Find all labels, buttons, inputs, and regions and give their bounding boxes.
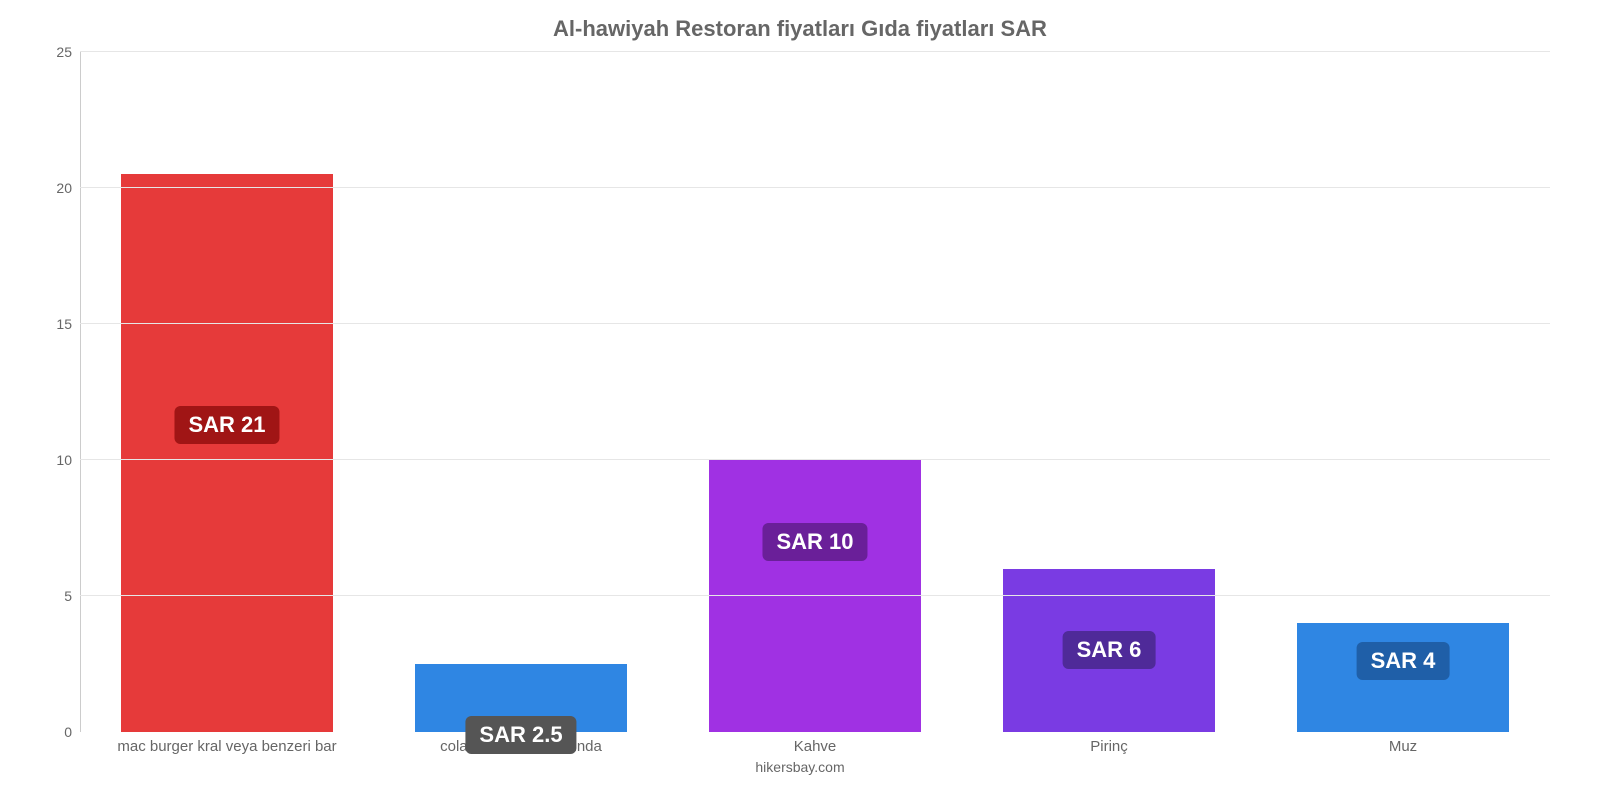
bar: SAR 4 bbox=[1297, 623, 1509, 732]
y-axis: 0510152025 bbox=[40, 52, 80, 732]
chart-source: hikersbay.com bbox=[40, 755, 1560, 775]
x-tick-label: Pirinç bbox=[962, 732, 1256, 755]
bar-slot: SAR 2.5 bbox=[374, 52, 668, 732]
bar-slot: SAR 10 bbox=[668, 52, 962, 732]
y-tick-label: 10 bbox=[56, 452, 72, 468]
value-label: SAR 6 bbox=[1063, 631, 1156, 669]
x-tick-label: mac burger kral veya benzeri bar bbox=[80, 732, 374, 755]
y-tick-label: 5 bbox=[64, 588, 72, 604]
x-tick-label: Kahve bbox=[668, 732, 962, 755]
value-label: SAR 21 bbox=[174, 406, 279, 444]
value-label: SAR 4 bbox=[1357, 642, 1450, 680]
plot-area: 0510152025 SAR 21SAR 2.5SAR 10SAR 6SAR 4 bbox=[80, 52, 1550, 732]
value-label: SAR 10 bbox=[762, 523, 867, 561]
value-label: SAR 2.5 bbox=[465, 716, 576, 754]
bar: SAR 6 bbox=[1003, 569, 1215, 732]
y-tick-label: 25 bbox=[56, 44, 72, 60]
y-tick-label: 20 bbox=[56, 180, 72, 196]
bar-slot: SAR 6 bbox=[962, 52, 1256, 732]
bar: SAR 2.5 bbox=[415, 664, 627, 732]
grid-line bbox=[80, 187, 1550, 188]
y-tick-label: 0 bbox=[64, 724, 72, 740]
bar-slot: SAR 21 bbox=[80, 52, 374, 732]
bar-slot: SAR 4 bbox=[1256, 52, 1550, 732]
grid-line bbox=[80, 595, 1550, 596]
bar: SAR 10 bbox=[709, 460, 921, 732]
bar: SAR 21 bbox=[121, 174, 333, 732]
grid-line bbox=[80, 51, 1550, 52]
x-tick-label: Muz bbox=[1256, 732, 1550, 755]
chart-title: Al-hawiyah Restoran fiyatları Gıda fiyat… bbox=[40, 10, 1560, 52]
x-axis-labels: mac burger kral veya benzeri barcola pep… bbox=[80, 732, 1550, 755]
bars-group: SAR 21 SAR 2.5 SAR 10 SAR 6 SAR 4 bbox=[80, 52, 1550, 732]
grid-line bbox=[80, 323, 1550, 324]
chart-container: Al-hawiyah Restoran fiyatları Gıda fiyat… bbox=[0, 0, 1600, 800]
grid-line bbox=[80, 459, 1550, 460]
y-tick-label: 15 bbox=[56, 316, 72, 332]
